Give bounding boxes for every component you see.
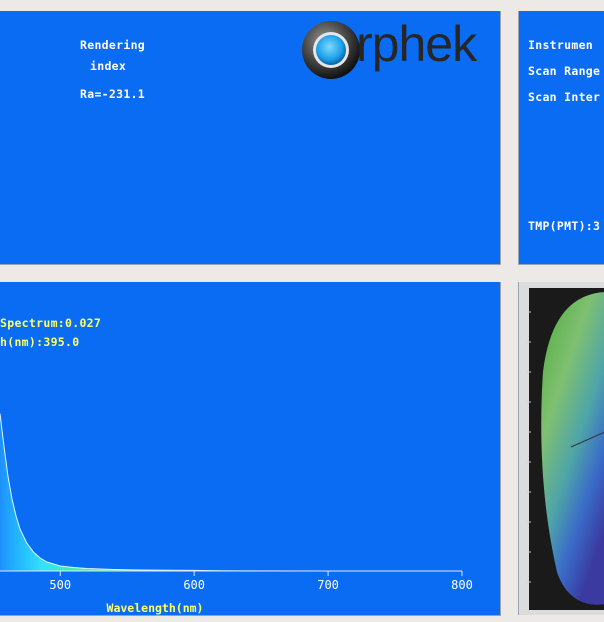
- cie-diagram: [527, 288, 604, 610]
- instrument-label: Instrumen: [528, 38, 594, 52]
- x-tick-label: 500: [49, 578, 71, 592]
- orphek-logo: rphek: [300, 16, 496, 87]
- peak-wavelength-readout: h(nm):395.0: [0, 335, 80, 349]
- scan-range-label: Scan Range: [528, 64, 601, 78]
- ra-value: Ra=-231.1: [80, 87, 146, 101]
- spectrum-area: [0, 413, 462, 571]
- spectrum-chart-panel: Spectrum:0.027 h(nm):395.0 500 600 700 800 …: [0, 282, 501, 616]
- cie-axis-ticks: [527, 311, 531, 583]
- x-tick-label: 600: [183, 578, 205, 592]
- peak-spectrum-readout: Spectrum:0.027: [0, 316, 102, 330]
- rendering-label-line1: Rendering: [80, 38, 146, 52]
- logo-text: rphek: [356, 16, 477, 72]
- x-axis-label: Wavelength(nm): [107, 601, 204, 615]
- tmp-pmt-label: TMP(PMT):3: [528, 219, 601, 233]
- instrument-info-panel: Instrumen Scan Range Scan Inter TMP(PMT)…: [518, 11, 604, 265]
- cie-gamut-shape: [541, 292, 604, 605]
- x-ticks-group: 500 600 700 800: [49, 571, 473, 592]
- x-tick-label: 700: [317, 578, 339, 592]
- logo-ring-icon: [302, 21, 360, 79]
- rendering-label-line2: index: [90, 59, 127, 73]
- x-tick-label: 800: [451, 578, 473, 592]
- rendering-index-panel: Rendering index Ra=-231.1 rphek: [0, 11, 501, 265]
- spectrum-line: [0, 413, 462, 572]
- scan-interval-label: Scan Inter: [528, 90, 601, 104]
- spectrum-area-group: [0, 413, 462, 572]
- cie-curve-line: [570, 431, 604, 448]
- cie-diagram-panel: [518, 282, 604, 615]
- spectrum-chart: 500 600 700 800 Wavelength(nm): [0, 413, 473, 615]
